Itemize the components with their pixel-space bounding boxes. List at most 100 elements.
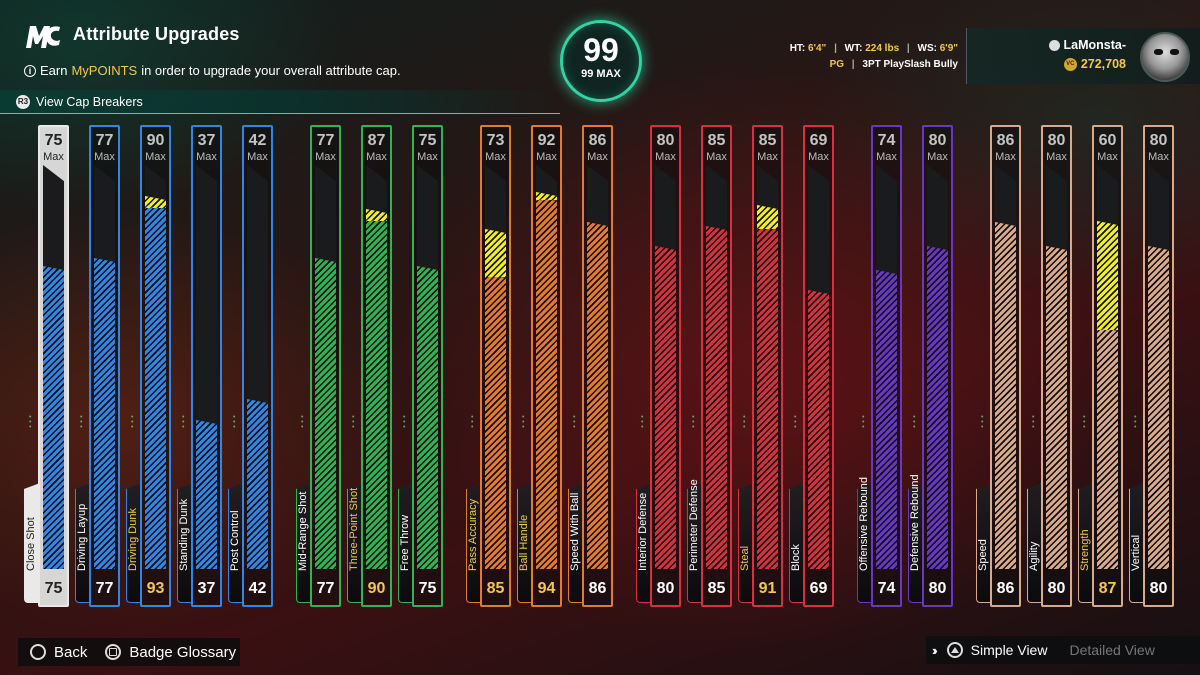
attribute-max-label: Max [876,151,897,163]
tier-dots-icon: • • • [522,414,525,431]
attribute-column-perimeter-defense[interactable]: • • • 85 Max 85 Perimeter Defense [687,125,732,607]
attribute-current-value: 86 [996,580,1015,597]
attribute-bar-fill [247,399,268,569]
attribute-upgrade-fill [536,192,557,200]
attribute-max-value: 74 [877,132,896,149]
height-value: 6'4" [808,43,827,54]
attribute-max-label: Max [587,151,608,163]
attribute-column-three-point-shot[interactable]: • • • 87 Max 90 Three-Point Shot [347,125,392,607]
attribute-column-steal[interactable]: • • • 85 Max 91 Steal [738,125,783,607]
attribute-bar-track [145,165,166,569]
tier-dots-icon: • • • [1083,414,1086,431]
cap-breakers-label: View Cap Breakers [36,94,143,109]
attribute-column-close-shot[interactable]: • • • 75 Max 75 Close Shot ◔ [24,125,69,607]
attribute-max-value: 87 [367,132,386,149]
attribute-upgrade-fill [1097,221,1118,330]
attribute-max-value: 92 [537,132,556,149]
attribute-max-label: Max [706,151,727,163]
tier-dots-icon: • • • [862,414,865,431]
attribute-max-value: 86 [996,132,1015,149]
attribute-max-value: 85 [758,132,777,149]
overall-rating-badge: 99 99 MAX [560,20,642,102]
attribute-name-label: Offensive Rebound [858,477,870,571]
attribute-bar-track [655,165,676,569]
attribute-bar-fill [876,270,897,569]
subtitle: i Earn MyPOINTS in order to upgrade your… [24,63,401,78]
weight-value: 224 lbs [865,43,900,54]
height-label: HT: [789,43,806,54]
attribute-upgrade-fill [145,196,166,208]
simple-view-tab[interactable]: Simple View [970,642,1048,658]
attribute-column-speed-with-ball[interactable]: • • • 86 Max 86 Speed With Ball [568,125,613,607]
attribute-max-label: Max [1046,151,1067,163]
attribute-bar-track [587,165,608,569]
tier-dots-icon: • • • [80,414,83,431]
attribute-bar-track [485,165,506,569]
attribute-column-ball-handle[interactable]: • • • 92 Max 94 Ball Handle [517,125,562,607]
footer-left: Back Badge Glossary [18,638,240,666]
weight-label: WT: [844,43,863,54]
attribute-name-label: Three-Point Shot [348,487,360,571]
attribute-bar-track [94,165,115,569]
tier-dots-icon: • • • [403,414,406,431]
attribute-upgrade-fill [757,205,778,229]
attribute-bar-track [536,165,557,569]
attribute-max-label: Max [417,151,438,163]
attribute-name-label: Block [790,544,802,571]
attribute-column-speed[interactable]: • • • 86 Max 86 Speed [976,125,1021,607]
circle-button-icon [30,644,46,660]
detailed-view-tab[interactable]: Detailed View [1069,642,1155,658]
attribute-name-label: Driving Dunk [127,508,139,571]
attribute-name-label: Pass Accuracy [467,498,479,571]
attribute-current-value: 86 [588,580,607,597]
attribute-column-pass-accuracy[interactable]: • • • 73 Max 85 Pass Accuracy [466,125,511,607]
attribute-column-defensive-rebound[interactable]: • • • 80 Max 80 Defensive Rebound [908,125,953,607]
tier-dots-icon: • • • [981,414,984,431]
attribute-bar-fill [145,205,166,569]
attribute-bar-fill [995,222,1016,569]
attribute-max-label: Max [1148,151,1169,163]
attribute-column-agility[interactable]: • • • 80 Max 80 Agility [1027,125,1072,607]
attribute-column-post-control[interactable]: • • • 42 Max 42 Post Control [228,125,273,607]
attribute-column-free-throw[interactable]: • • • 75 Max 75 Free Throw [398,125,443,607]
back-button[interactable]: Back [54,643,88,661]
attribute-column-strength[interactable]: • • • 60 Max 87 Strength [1078,125,1123,607]
attribute-max-value: 60 [1098,132,1117,149]
attribute-column-block[interactable]: • • • 69 Max 69 Block [789,125,834,607]
attribute-column-offensive-rebound[interactable]: • • • 74 Max 74 Offensive Rebound [857,125,902,607]
attribute-column-mid-range-shot[interactable]: • • • 77 Max 77 Mid-Range Shot [296,125,341,607]
tier-dots-icon: • • • [29,414,32,431]
attribute-current-value: 37 [197,580,216,597]
attribute-name-label: Steal [739,545,751,571]
attribute-current-value: 91 [758,580,777,597]
attribute-bar-track [757,165,778,569]
attribute-bar-fill [1046,246,1067,569]
page-title: Attribute Upgrades [73,24,240,44]
attribute-column-standing-dunk[interactable]: • • • 37 Max 37 Standing Dunk [177,125,222,607]
attribute-bar-track [196,165,217,569]
attribute-current-value: 75 [44,580,63,597]
attribute-max-value: 90 [146,132,165,149]
tier-dots-icon: • • • [913,414,916,431]
attribute-bar-track [1046,165,1067,569]
chevrons-icon: ›› [932,642,937,658]
attribute-bar-fill [706,226,727,569]
attribute-max-label: Max [757,151,778,163]
view-cap-breakers-button[interactable]: R3 View Cap Breakers [0,90,560,114]
triangle-button-icon [946,642,963,658]
attribute-name-label: Post Control [229,510,241,571]
subtitle-pre: Earn [40,63,68,78]
attribute-column-interior-defense[interactable]: • • • 80 Max 80 Interior Defense [636,125,681,607]
attribute-column-driving-layup[interactable]: • • • 77 Max 77 Driving Layup [75,125,120,607]
attribute-name-label: Vertical [1130,534,1142,571]
attribute-bar-track [247,165,268,569]
attribute-current-value: 85 [486,580,505,597]
player-name: LaMonsta- [1048,38,1126,52]
badge-glossary-button[interactable]: Badge Glossary [129,643,237,661]
avatar [1140,32,1190,82]
attribute-column-driving-dunk[interactable]: • • • 90 Max 93 Driving Dunk [126,125,171,607]
attribute-column-vertical[interactable]: • • • 80 Max 80 Vertical [1129,125,1174,607]
attribute-max-value: 85 [707,132,726,149]
attribute-current-value: 42 [248,580,267,597]
